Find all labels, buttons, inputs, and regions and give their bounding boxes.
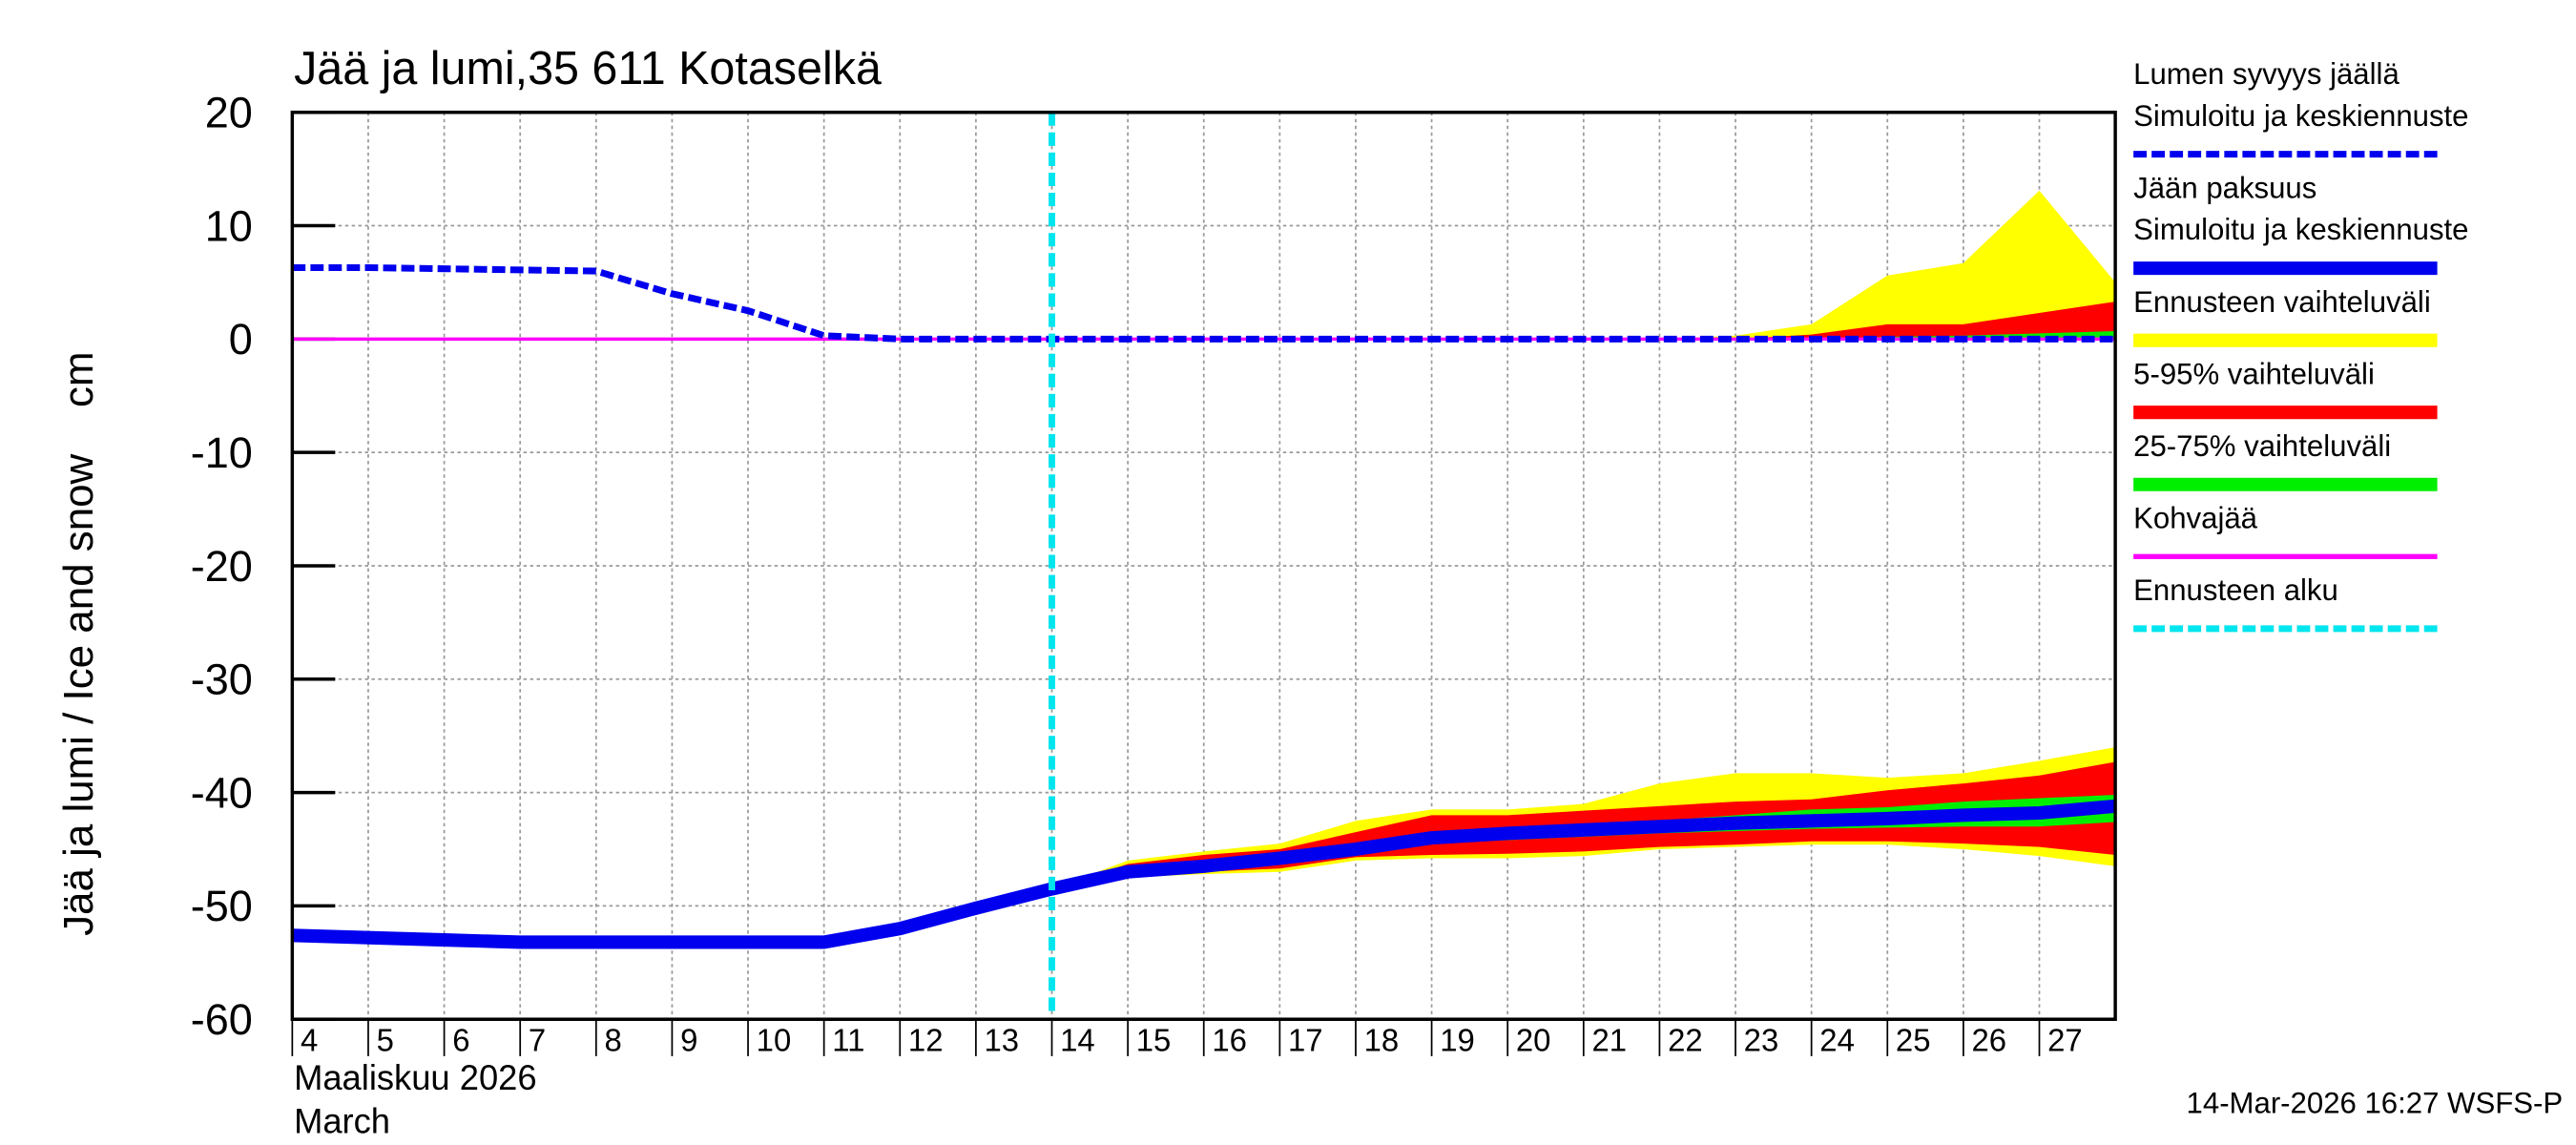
x-tick-label: 17 <box>1288 1023 1323 1058</box>
x-tick-label: 27 <box>2047 1023 2083 1058</box>
y-tick-label: 0 <box>229 315 253 364</box>
x-tick-label: 26 <box>1972 1023 2007 1058</box>
x-tick-label: 12 <box>908 1023 944 1058</box>
x-axis-label: March <box>294 1101 390 1140</box>
legend-label: 25-75% vaihteluväli <box>2133 429 2391 463</box>
x-tick-label: 16 <box>1212 1023 1247 1058</box>
y-tick-label: 20 <box>205 88 253 136</box>
x-tick-label: 23 <box>1744 1023 1779 1058</box>
range-band <box>1659 190 2116 340</box>
y-tick-label: -10 <box>191 428 253 477</box>
y-tick-label: 10 <box>205 201 253 250</box>
x-tick-label: 19 <box>1440 1023 1475 1058</box>
x-tick-label: 4 <box>301 1023 318 1058</box>
footer: 14-Mar-2026 16:27 WSFS-P <box>2187 1086 2564 1119</box>
x-tick-label: 21 <box>1591 1023 1627 1058</box>
y-tick-label: -60 <box>191 995 253 1044</box>
y-tick-label: -30 <box>191 655 253 703</box>
chart-title: Jää ja lumi,35 611 Kotaselkä <box>294 43 883 94</box>
y-axis-label: Jää ja lumi / Ice and snow cm <box>56 351 102 935</box>
range-band <box>1659 302 2116 340</box>
x-tick-label: 8 <box>604 1023 621 1058</box>
x-tick-label: 18 <box>1364 1023 1400 1058</box>
y-tick-label: -40 <box>191 768 253 817</box>
x-tick-label: 9 <box>680 1023 697 1058</box>
x-tick-label: 25 <box>1896 1023 1931 1058</box>
legend-label: Simuloitu ja keskiennuste <box>2133 99 2468 133</box>
legend-label: Lumen syvyys jäällä <box>2133 57 2399 91</box>
y-tick-label: -20 <box>191 541 253 590</box>
legend-label: Jään paksuus <box>2133 171 2316 204</box>
legend-label: Simuloitu ja keskiennuste <box>2133 213 2468 246</box>
legend-label: 5-95% vaihteluväli <box>2133 357 2375 390</box>
x-tick-label: 10 <box>757 1023 792 1058</box>
legend-label: Ennusteen alku <box>2133 573 2338 607</box>
y-tick-label: -50 <box>191 882 253 930</box>
x-tick-label: 6 <box>452 1023 469 1058</box>
x-tick-label: 22 <box>1668 1023 1703 1058</box>
x-tick-label: 20 <box>1516 1023 1551 1058</box>
x-tick-label: 15 <box>1136 1023 1172 1058</box>
x-tick-label: 7 <box>529 1023 546 1058</box>
plot-frame <box>290 110 2117 1021</box>
x-tick-label: 13 <box>985 1023 1020 1058</box>
series-line <box>292 799 2116 949</box>
x-tick-label: 14 <box>1060 1023 1095 1058</box>
legend-label: Kohvajää <box>2133 501 2257 534</box>
series-line <box>292 263 2116 343</box>
legend-label: Ennusteen vaihteluväli <box>2133 285 2431 319</box>
x-tick-label: 24 <box>1819 1023 1855 1058</box>
x-tick-label: 5 <box>377 1023 394 1058</box>
x-tick-label: 11 <box>832 1023 864 1058</box>
x-axis-label: Maaliskuu 2026 <box>294 1058 537 1097</box>
